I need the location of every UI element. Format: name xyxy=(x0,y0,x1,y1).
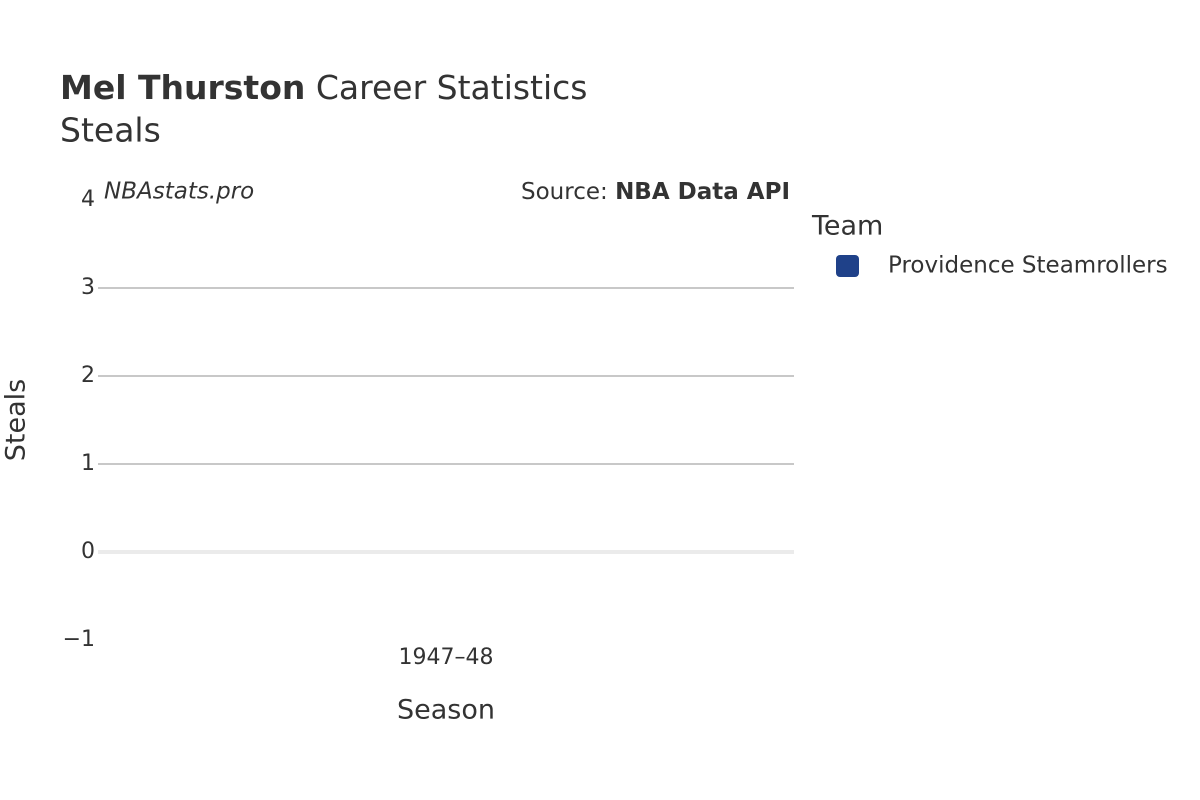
legend-label: Providence Steamrollers xyxy=(888,253,1168,279)
y-tick-label: −1 xyxy=(63,627,95,652)
title-rest: Career Statistics xyxy=(316,68,588,107)
source-label: Source: xyxy=(521,179,608,205)
source: Source: NBA Data API xyxy=(521,179,790,205)
title-player: Mel Thurston xyxy=(60,68,305,107)
x-axis-title: Season xyxy=(397,695,495,726)
legend-title: Team xyxy=(811,211,883,242)
y-axis-title: Steals xyxy=(1,379,32,461)
y-tick-label: 3 xyxy=(81,275,95,300)
y-tick-label: 1 xyxy=(81,451,95,476)
y-tick-label: 0 xyxy=(81,539,95,564)
chart-subtitle: Steals xyxy=(60,111,161,150)
x-tick-label: 1947–48 xyxy=(399,645,494,670)
y-tick-label: 2 xyxy=(81,363,95,388)
y-tick-label: 4 xyxy=(81,187,95,212)
chart-title: Mel Thurston Career Statistics xyxy=(60,68,588,107)
legend-swatch xyxy=(836,255,859,277)
source-name: NBA Data API xyxy=(615,179,790,205)
watermark: NBAstats.pro xyxy=(104,179,254,205)
